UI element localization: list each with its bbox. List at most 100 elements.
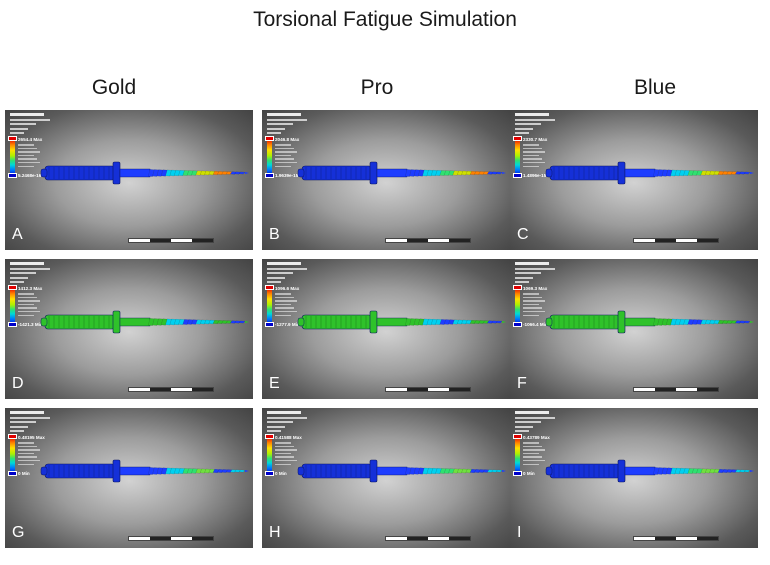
legend-value-line (523, 144, 539, 146)
header-text-line (515, 262, 549, 265)
flute-segment (199, 319, 207, 325)
legend-value-line (18, 147, 37, 150)
flute-segment (212, 320, 220, 324)
file-model (545, 310, 754, 334)
flute-segment (426, 318, 434, 326)
flute-segment (439, 170, 447, 176)
file-handle (301, 463, 373, 479)
legend-value-line (523, 296, 542, 299)
flute-segment (678, 169, 686, 177)
flute-segment (169, 318, 177, 326)
legend-min-swatch (513, 322, 522, 327)
legend-value-line (18, 314, 34, 317)
legend-min-swatch (8, 471, 17, 476)
legend-color-bar (10, 139, 15, 176)
simulation-panel-b: 2046.8 Max 1.9639e-15 Min B (262, 110, 510, 250)
legend-min-label: 0 Min (523, 471, 535, 476)
legend-value-line (523, 300, 545, 302)
legend-value-line (18, 310, 40, 313)
handle-stop-ring (617, 161, 626, 185)
flute-segment (413, 318, 421, 326)
scale-bar (385, 532, 471, 544)
flute-segment (683, 170, 690, 176)
legend-value-line (523, 459, 545, 462)
header-text-line (10, 127, 28, 130)
analysis-header (267, 113, 331, 137)
flute-segment (165, 169, 172, 177)
legend-value-line (275, 165, 291, 168)
column-label-gold: Gold (91, 76, 137, 99)
header-text-line (515, 416, 555, 419)
flute-segment (152, 169, 159, 177)
handle-cap (545, 168, 553, 178)
simulation-panel-a: 2654.4 Max 5.2468e-16 Min A (5, 110, 253, 250)
handle-stop-ring (617, 459, 626, 483)
flute-segment (430, 169, 438, 177)
header-text-line (267, 416, 307, 419)
header-text-line (515, 421, 541, 423)
legend-max-label: 1412.3 Max (18, 286, 43, 291)
legend-max-label: 0.48195 Max (18, 435, 45, 440)
legend-value-line (18, 144, 34, 146)
panel-letter: H (269, 524, 281, 541)
panel-letter: A (12, 226, 23, 243)
flute-segment (696, 170, 703, 176)
panel-letter: C (517, 226, 529, 243)
header-text-line (267, 421, 293, 423)
flute-segment (452, 319, 460, 325)
simulation-panel-h: 0.41588 Max 0 Min H (262, 408, 510, 548)
analysis-header (10, 262, 74, 286)
legend-value-line (275, 449, 297, 451)
scale-bar-line (128, 387, 214, 392)
file-neck (376, 466, 408, 476)
flute-segment (456, 170, 464, 176)
flute-segment (152, 467, 159, 475)
flute-segment (653, 318, 660, 326)
flute-segment (674, 318, 682, 326)
legend-min-swatch (265, 471, 274, 476)
flute-segment (148, 467, 155, 475)
flute-segment (456, 319, 464, 325)
file-model (297, 459, 506, 483)
flute-segment (161, 169, 168, 177)
header-text-line (515, 276, 533, 279)
file-neck (624, 466, 656, 476)
flute-segment (173, 467, 181, 475)
scale-bar (633, 234, 719, 246)
file-model (40, 459, 249, 483)
flute-segment (430, 318, 438, 326)
flute-segment (657, 318, 664, 326)
flute-segment (204, 319, 211, 325)
legend-value-lines (523, 144, 545, 169)
header-text-line (267, 113, 301, 116)
flute-segment (653, 467, 660, 475)
header-text-line (267, 118, 307, 121)
legend-max-swatch (8, 136, 17, 141)
header-text-line (267, 272, 293, 274)
flute-segment (709, 468, 716, 474)
flute-segment (208, 170, 216, 176)
simulation-panel-i: 0.43789 Max 0 Min I (510, 408, 758, 548)
file-neck (376, 317, 408, 327)
header-text-line (267, 127, 285, 130)
scale-bar (128, 234, 214, 246)
legend-value-line (18, 442, 34, 444)
flute-segment (178, 468, 185, 474)
legend-value-line (523, 442, 539, 444)
flute-segment (191, 170, 198, 176)
flute-segment (674, 169, 682, 177)
legend-color-bar (267, 437, 272, 474)
header-text-line (10, 276, 28, 279)
file-neck (119, 317, 151, 327)
legend-value-line (275, 154, 291, 157)
legend-max-label: 0.41588 Max (275, 435, 302, 440)
panel-letter: I (517, 524, 522, 541)
simulation-panel-g: 0.48195 Max 0 Min G (5, 408, 253, 548)
legend-value-line (18, 459, 40, 462)
header-text-line (10, 411, 44, 414)
flute-segment (409, 318, 416, 326)
flute-segment (430, 467, 438, 475)
scale-bar-line (385, 387, 471, 392)
header-text-line (10, 118, 50, 121)
analysis-header (515, 411, 579, 435)
